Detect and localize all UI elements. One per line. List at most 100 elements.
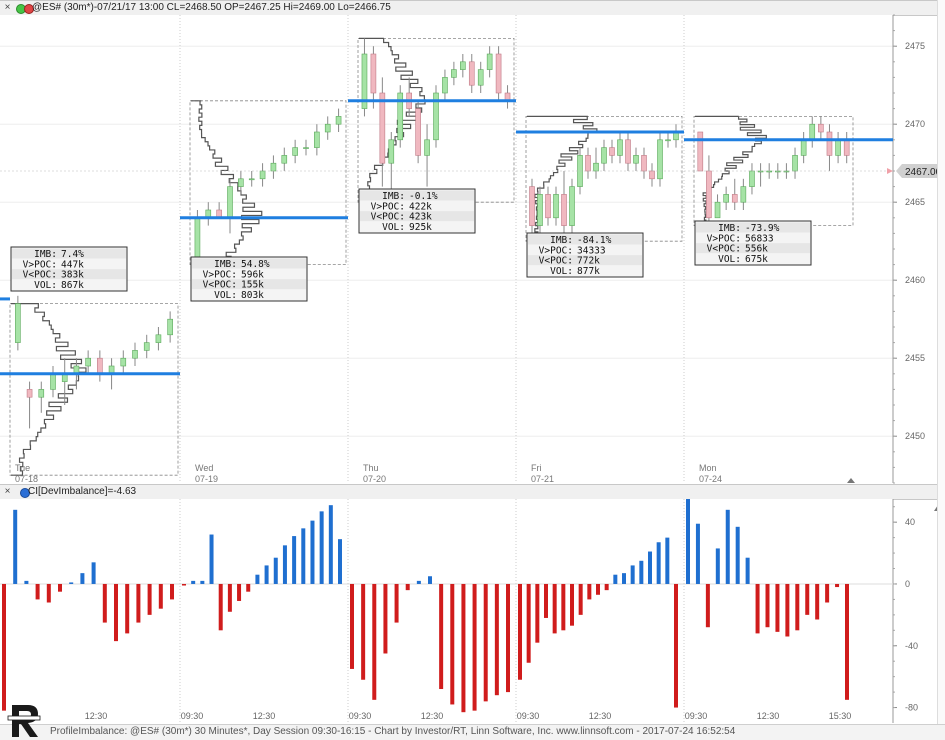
day-label: Mon <box>699 463 717 473</box>
imbalance-bar <box>218 583 223 631</box>
imbalance-bar <box>310 520 315 584</box>
indicator-color-icon <box>20 488 30 498</box>
candle-body <box>697 131 704 172</box>
imbalance-bar <box>273 557 278 584</box>
stats-row-band <box>192 258 306 269</box>
candle-body <box>665 139 671 142</box>
stats-vol-below-poc-value: 383k <box>61 270 84 281</box>
candle-body <box>259 170 266 180</box>
session-stats-box: IMB: 7.4% V>POC: 447k V<POC: 383k VOL: 867k <box>10 246 128 292</box>
imbalance-bar <box>200 580 205 584</box>
time-axis-label: 12:30 <box>757 711 780 721</box>
imbalance-bar <box>795 583 800 631</box>
candle-body <box>649 170 655 180</box>
imbalance-bar <box>69 582 74 584</box>
stats-vol-below-poc-label: V<POC: <box>23 270 57 281</box>
imbalance-bar <box>292 536 297 584</box>
candle-body <box>424 139 430 156</box>
imbalance-bar <box>835 583 840 588</box>
stats-imb-value: 7.4% <box>61 249 84 260</box>
stats-vol-above-poc-label: V>POC: <box>539 245 573 256</box>
imbalance-bar <box>114 583 118 642</box>
candle-body <box>451 69 457 78</box>
imbalance-bar <box>578 583 583 615</box>
imbalance-bar <box>825 583 830 603</box>
volume-profile-outline <box>191 100 263 266</box>
imbalance-bar <box>765 583 770 628</box>
candle-body <box>361 53 368 109</box>
imbalance-bar <box>494 583 499 696</box>
indicator-pane-title: CI[DevImbalance]=-4.63 <box>28 486 137 497</box>
time-axis-label: 09:30 <box>685 711 708 721</box>
close-indicator-pane-icon[interactable]: × <box>4 486 11 497</box>
stats-vol-above-poc-value: 596k <box>241 269 264 280</box>
candle-body <box>593 162 599 172</box>
imbalance-bar <box>705 583 710 628</box>
stats-vol-label: VOL: <box>34 280 57 291</box>
stats-vol-above-poc-label: V>POC: <box>371 201 405 212</box>
time-axis-label: 09:30 <box>181 711 204 721</box>
time-axis-label: 12:30 <box>253 711 276 721</box>
scrollbar-track[interactable] <box>937 0 945 739</box>
stats-imb-label: IMB: <box>214 259 237 270</box>
imbalance-bar <box>319 511 324 584</box>
imbalance-bar <box>350 583 354 669</box>
imbalance-bar <box>472 583 477 711</box>
candle-body <box>248 178 255 181</box>
date-label: 07-18 <box>15 474 38 484</box>
stats-vol-below-poc-value: 155k <box>241 280 264 291</box>
stats-vol-above-poc-label: V>POC: <box>203 269 237 280</box>
time-axis-label: 09:30 <box>517 711 540 721</box>
imbalance-bar <box>35 583 40 600</box>
stats-vol-value: 867k <box>61 280 84 291</box>
day-label: Thu <box>363 463 379 473</box>
imbalance-bar <box>815 583 820 620</box>
imbalance-bar <box>518 583 522 680</box>
candle-body <box>335 116 342 125</box>
candle-body <box>625 139 631 164</box>
stats-vol-label: VOL: <box>214 290 237 301</box>
imbalance-bar <box>570 583 574 626</box>
price-tick-label: 2475 <box>905 41 925 51</box>
date-label: 07-24 <box>699 474 722 484</box>
imbalance-bar <box>674 583 678 708</box>
imbalance-bar <box>535 583 540 643</box>
stats-vol-value: 803k <box>241 290 264 301</box>
last-price-tag <box>896 164 944 178</box>
imbalance-bar <box>361 583 366 680</box>
date-label: 07-20 <box>363 474 386 484</box>
imbalance-bar <box>613 574 618 584</box>
time-axis-label: 12:30 <box>421 711 444 721</box>
candle-body <box>379 92 386 164</box>
stats-vol-above-poc-label: V>POC: <box>23 259 57 270</box>
volume-profile-outline <box>11 303 87 476</box>
close-price-pane-icon[interactable]: × <box>4 2 11 13</box>
price-tick-label: 2455 <box>905 353 925 363</box>
candle-body <box>714 201 721 219</box>
stats-row-band <box>12 269 126 280</box>
candle-body <box>26 389 33 398</box>
stats-imb-label: IMB: <box>382 191 405 202</box>
candle-body <box>227 186 233 219</box>
candle-body <box>388 139 395 164</box>
imbalance-bar <box>338 539 342 584</box>
stats-vol-value: 877k <box>577 266 600 277</box>
last-price-label: 2467.00 <box>905 167 942 178</box>
stats-vol-below-poc-value: 556k <box>745 244 768 255</box>
imbalance-bar <box>46 583 51 603</box>
candle-body <box>292 147 298 156</box>
imbalance-bar <box>209 534 214 584</box>
candle-body <box>495 53 502 94</box>
imbalance-bar <box>255 574 260 584</box>
candle-body <box>585 155 591 172</box>
imbalance-bar <box>785 583 790 637</box>
stats-imb-label: IMB: <box>718 223 741 234</box>
imbalance-bar <box>405 583 410 591</box>
stats-row-band <box>696 222 810 233</box>
imbalance-bar <box>416 580 421 584</box>
chart-canvas[interactable]: 2450 2455 2460 2465 2470 2475 IMB: 7.4% V>POC: 44… <box>0 0 945 724</box>
candle-body <box>783 170 790 173</box>
time-axis-label: 12:30 <box>589 711 612 721</box>
candle-body <box>442 77 448 94</box>
date-label: 07-19 <box>195 474 218 484</box>
